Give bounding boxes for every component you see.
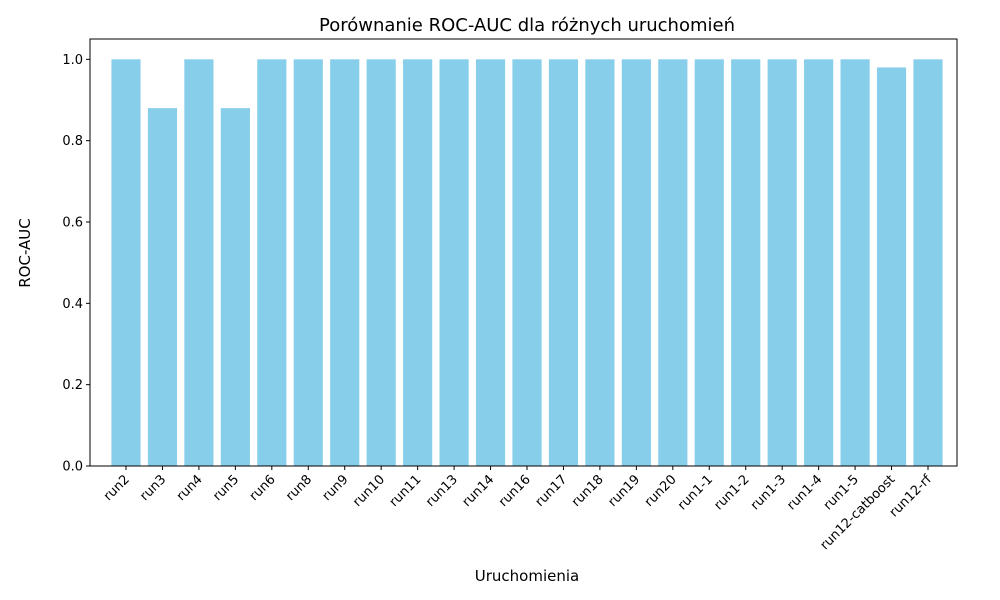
bar-run1-2: [731, 59, 761, 466]
bar-run10: [366, 59, 396, 466]
bar-run9: [330, 59, 360, 466]
bar-run8: [293, 59, 323, 466]
bar-run4: [184, 59, 214, 466]
x-tick-label: run2: [101, 472, 133, 504]
bar-run16: [512, 59, 542, 466]
y-tick-label: 0.8: [62, 134, 83, 149]
x-tick-label: run10: [350, 472, 388, 510]
y-tick-label: 1.0: [62, 53, 83, 68]
y-tick-label: 0.0: [62, 460, 83, 475]
bar-run18: [585, 59, 615, 466]
bar-run2: [111, 59, 141, 466]
bar-run1-3: [767, 59, 797, 466]
x-tick-label: run17: [533, 472, 571, 510]
y-axis-label: ROC-AUC: [16, 218, 34, 288]
bar-run14: [475, 59, 506, 466]
x-tick-label: run13: [423, 472, 461, 510]
x-tick-label: run14: [460, 472, 498, 510]
bar-run13: [439, 59, 469, 466]
bar-run20: [658, 59, 688, 466]
x-tick-label: run8: [283, 472, 315, 504]
x-tick-label: run6: [247, 472, 279, 504]
x-tick-label: run9: [320, 472, 352, 504]
bar-run1-1: [694, 59, 724, 466]
bar-run1-4: [804, 59, 834, 466]
bar-run12-catboost: [876, 67, 907, 466]
x-tick-label: run20: [642, 472, 680, 510]
bars-group: [111, 59, 943, 466]
x-axis: run2 run3 run4 run5 run6 run8 run9run10run11ru…: [101, 466, 935, 553]
x-tick-label: run19: [605, 472, 643, 510]
y-tick-label: 0.2: [62, 378, 83, 393]
x-tick-label: run18: [569, 472, 607, 510]
x-tick-label: run1-2: [711, 472, 752, 513]
bar-run1-5: [840, 59, 870, 466]
x-tick-label: run16: [496, 472, 534, 510]
bar-run6: [257, 59, 287, 466]
bar-run19: [621, 59, 651, 466]
x-tick-label: run11: [387, 472, 425, 510]
x-tick-label: run3: [137, 472, 169, 504]
x-tick-label: run5: [210, 472, 242, 504]
chart-title: Porównanie ROC-AUC dla różnych uruchomie…: [319, 15, 735, 36]
bar-run17: [548, 59, 579, 466]
bar-run11: [403, 59, 433, 466]
x-tick-label: run1-3: [748, 472, 789, 513]
y-axis: 0.0 0.2 0.4 0.6 0.8 1.0: [62, 53, 90, 475]
bar-run12-rf: [913, 59, 943, 466]
plot-frame: [89, 38, 958, 467]
bar-run3: [147, 108, 178, 466]
x-tick-label: run4: [174, 472, 206, 504]
y-tick-label: 0.4: [62, 297, 83, 312]
x-tick-label: run1-4: [784, 472, 825, 513]
bar-run5: [220, 108, 250, 466]
x-tick-label: run1-1: [675, 472, 716, 513]
y-tick-label: 0.6: [62, 216, 83, 231]
x-axis-label: Uruchomienia: [475, 567, 579, 585]
